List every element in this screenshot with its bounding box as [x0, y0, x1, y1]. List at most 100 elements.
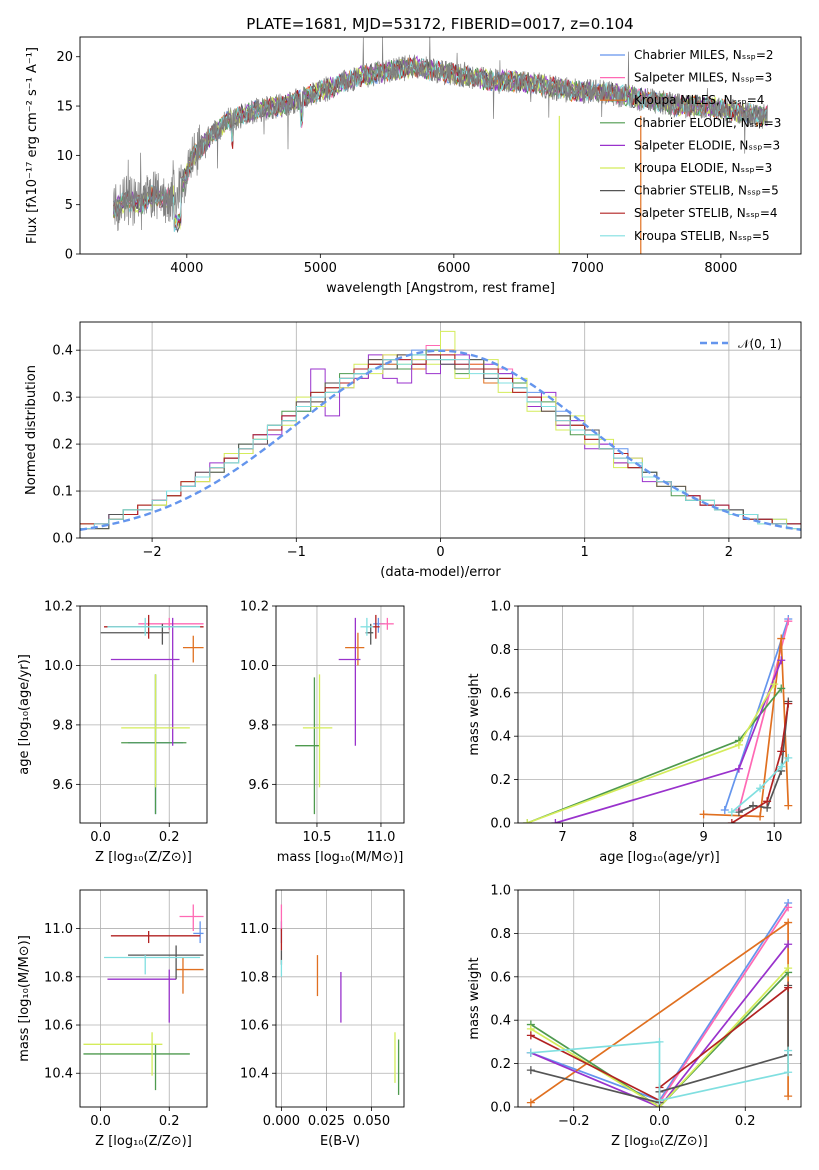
weight-point-marker	[784, 1092, 793, 1101]
weight-point-marker	[526, 1031, 535, 1040]
weight-line	[731, 703, 790, 823]
weight-point-marker	[777, 656, 786, 665]
weight-point-marker	[777, 634, 786, 643]
weight-point-marker	[727, 819, 736, 823]
residuals-panel: −2 −1 0 1 2 0.0 0.1 0.2 0.3 0.4 (data-model)/error…	[24, 321, 802, 580]
weight-line	[530, 1040, 789, 1102]
weight-vs-age-panel: 7 8 9 10 0.0 0.2 0.4 0.6 0.8 1.0 age [log₁₀(age/yr…	[467, 600, 802, 865]
y-tick-label: 10.6	[240, 1019, 269, 1034]
y-tick-label: 1.0	[490, 884, 511, 899]
weight-point-marker	[727, 808, 736, 817]
weight-point-marker	[784, 699, 793, 708]
weight-point-marker	[756, 784, 765, 793]
y-tick-label: 0.2	[52, 438, 73, 453]
y-tick-label: 9.6	[52, 778, 73, 793]
y-tick-label: 0.2	[490, 773, 511, 788]
y-tick-label: 5	[65, 198, 73, 213]
weight-point-marker	[784, 903, 793, 912]
x-tick-label: 10.5	[302, 830, 331, 845]
x-tick-label: 0.050	[353, 1114, 390, 1129]
weight-line	[526, 683, 775, 823]
axes-frame	[79, 889, 208, 1108]
legend-label: 𝒩(0, 1)	[738, 337, 782, 351]
y-tick-label: 0.0	[490, 1101, 511, 1116]
x-tick-label: 6000	[437, 261, 470, 276]
weight-point-marker	[770, 680, 779, 689]
axes-frame	[275, 605, 405, 824]
weight-point-marker	[784, 753, 793, 762]
x-tick-label: 8	[629, 830, 637, 845]
x-tick-label: 10	[766, 830, 783, 845]
weight-point-marker	[784, 617, 793, 626]
legend-label: Chabrier ELODIE, Nₛₛₚ=3	[634, 116, 781, 130]
legend-label: Kroupa STELIB, Nₛₛₚ=5	[634, 229, 770, 243]
weight-line	[731, 757, 789, 813]
weight-point-marker	[784, 983, 793, 992]
y-tick-label: 10.8	[44, 970, 73, 985]
y-axis-label: mass weight	[467, 673, 482, 755]
y-tick-label: 11.0	[44, 922, 73, 937]
y-tick-label: 10.6	[44, 1019, 73, 1034]
weight-line	[530, 943, 789, 1107]
mass-vs-ebv-panel: 0.000 0.025 0.050 10.4 10.6 10.8 11.0 E(B-V)	[240, 889, 405, 1149]
weight-point-marker	[734, 808, 743, 817]
x-tick-label: 0.0	[90, 830, 111, 845]
y-tick-label: 10.2	[240, 600, 269, 615]
x-tick-label: 2	[725, 545, 733, 560]
weight-line	[530, 971, 789, 1107]
y-axis-label: age [log₁₀(age/yr)]	[17, 654, 32, 775]
y-tick-label: 0.2	[490, 1057, 511, 1072]
mass-vs-metallicity-panel: 0.0 0.2 10.4 10.6 10.8 11.0 Z [log₁₀(Z/Z⊙)] mas…	[17, 889, 208, 1149]
weight-point-marker	[734, 764, 743, 773]
x-axis-label: (data-model)/error	[380, 565, 501, 580]
x-tick-label: 0.0	[90, 1114, 111, 1129]
spectrum-plot-area	[112, 37, 768, 254]
x-tick-label: −2	[143, 545, 162, 560]
y-tick-label: 9.6	[248, 778, 269, 793]
x-axis-label: mass [log₁₀(M/M⊙)]	[277, 850, 404, 865]
weight-point-marker	[784, 918, 793, 927]
x-tick-label: 0.000	[263, 1114, 300, 1129]
y-tick-label: 0.3	[52, 391, 73, 406]
y-tick-label: 0.8	[490, 927, 511, 942]
y-tick-label: 10.8	[240, 970, 269, 985]
x-tick-label: 0.2	[735, 1114, 756, 1129]
weight-point-marker	[734, 740, 743, 749]
legend-label: Salpeter STELIB, Nₛₛₚ=4	[634, 206, 778, 220]
mass_Z-plot-area	[83, 904, 204, 1091]
weight-point-marker	[655, 1037, 664, 1046]
legend-label: Kroupa MILES, Nₛₛₚ=4	[634, 93, 764, 107]
y-tick-label: 10.4	[240, 1067, 269, 1082]
y-tick-label: 0	[65, 248, 73, 263]
y-tick-label: 0.0	[490, 817, 511, 832]
figure-title: PLATE=1681, MJD=53172, FIBERID=0017, z=0…	[246, 15, 633, 33]
weight-point-marker	[720, 805, 729, 814]
y-tick-label: 10	[56, 149, 73, 164]
axes-frame	[275, 889, 405, 1108]
weight-point-marker	[523, 819, 532, 823]
weight-point-marker	[777, 747, 786, 756]
y-axis-label: Flux [fλ10⁻¹⁷ erg cm⁻² s⁻¹ A⁻¹]	[25, 47, 40, 244]
x-tick-label: 0.2	[159, 1114, 180, 1129]
weight-point-marker	[784, 940, 793, 949]
x-tick-label: 1	[581, 545, 589, 560]
weight_age-plot-area	[523, 615, 793, 823]
y-tick-label: 0.4	[490, 730, 511, 745]
gaussian-curve	[80, 349, 801, 531]
x-tick-label: 4000	[170, 261, 203, 276]
axes-frame	[79, 321, 802, 539]
x-tick-label: 0.0	[649, 1114, 670, 1129]
x-axis-label: Z [log₁₀(Z/Z⊙)]	[95, 1134, 192, 1149]
x-tick-label: 8000	[704, 261, 737, 276]
weight-line	[530, 967, 789, 1107]
weight-point-marker	[551, 819, 560, 823]
weight-point-marker	[763, 797, 772, 806]
weight-point-marker	[784, 964, 793, 973]
y-tick-label: 0.6	[490, 970, 511, 985]
y-tick-label: 0.8	[490, 643, 511, 658]
weight-point-marker	[655, 1096, 664, 1105]
legend-label: Chabrier STELIB, Nₛₛₚ=5	[634, 184, 779, 198]
x-tick-label: 0.2	[159, 830, 180, 845]
weight-line	[703, 638, 790, 818]
